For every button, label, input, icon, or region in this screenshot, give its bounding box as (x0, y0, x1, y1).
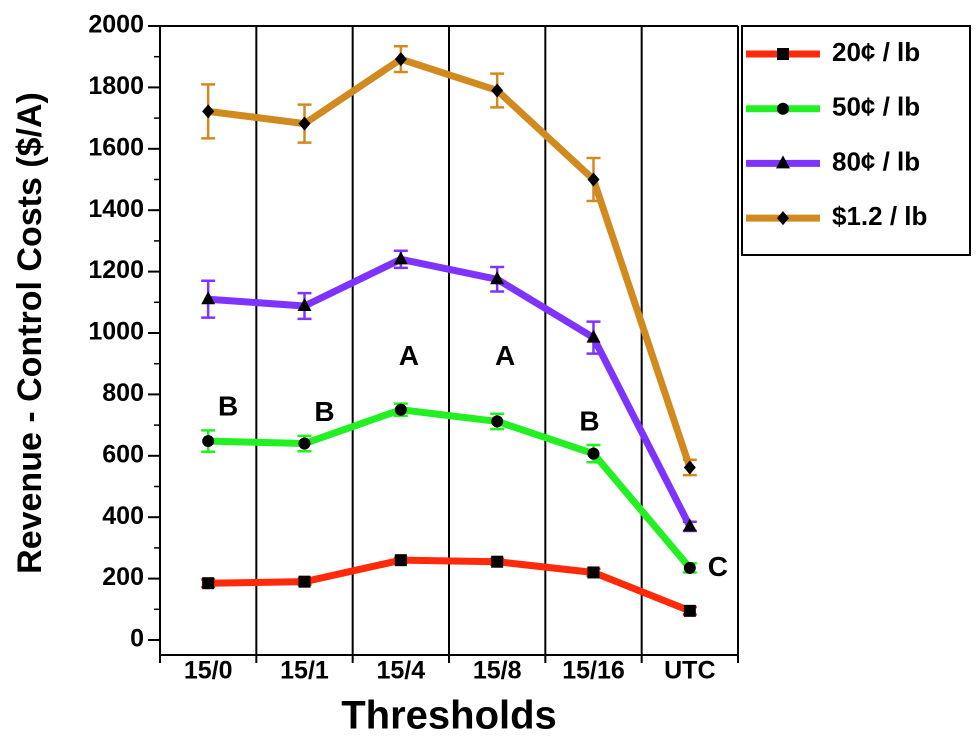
series-line (207, 55, 694, 469)
marker (683, 561, 696, 574)
legend-label: 80¢ / lb (832, 146, 920, 176)
marker (587, 172, 600, 187)
marker (393, 251, 408, 265)
annotation: B (314, 396, 334, 427)
annotation: B (579, 405, 599, 436)
marker (777, 211, 789, 226)
marker (202, 577, 215, 590)
annotation: C (708, 551, 728, 582)
x-tick-label: 15/0 (184, 657, 233, 685)
marker (776, 155, 790, 169)
marker (491, 555, 504, 568)
x-tick-label: 15/8 (473, 657, 522, 685)
legend-label: $1.2 / lb (832, 201, 927, 231)
marker (298, 116, 311, 131)
marker (682, 518, 697, 532)
marker (297, 297, 312, 311)
y-tick-label: 0 (130, 625, 144, 653)
annotation: B (218, 391, 238, 422)
y-tick-label: 200 (102, 563, 144, 591)
y-tick-label: 1800 (88, 72, 144, 100)
annotation: A (399, 340, 419, 371)
marker (587, 447, 600, 460)
marker (490, 271, 505, 285)
y-tick-label: 1000 (88, 318, 144, 346)
marker (202, 435, 215, 448)
marker (394, 554, 407, 567)
series-line (207, 255, 693, 529)
marker (683, 604, 696, 617)
marker (298, 575, 311, 588)
annotation: A (495, 340, 515, 371)
marker (394, 52, 407, 67)
x-axis-label: Thresholds (341, 694, 557, 738)
marker (394, 403, 407, 416)
marker (587, 566, 600, 579)
marker (491, 83, 504, 98)
y-tick-label: 1400 (88, 195, 144, 223)
marker (777, 102, 789, 115)
series-line (208, 556, 692, 615)
marker (683, 460, 696, 475)
series-line (208, 406, 693, 571)
marker (298, 437, 311, 450)
marker (202, 104, 215, 119)
x-tick-label: UTC (664, 657, 715, 685)
y-axis-label: Revenue - Control Costs ($/A) (11, 92, 49, 574)
marker (586, 329, 601, 343)
y-tick-label: 800 (102, 379, 144, 407)
y-tick-label: 1600 (88, 133, 144, 161)
legend-label: 50¢ / lb (832, 92, 920, 122)
marker (491, 415, 504, 428)
y-tick-label: 600 (102, 440, 144, 468)
x-tick-label: 15/1 (280, 657, 329, 685)
legend-label: 20¢ / lb (832, 37, 920, 67)
marker (201, 291, 216, 305)
y-tick-label: 1200 (88, 256, 144, 284)
y-tick-label: 2000 (88, 11, 144, 39)
marker (777, 48, 789, 60)
x-tick-label: 15/16 (562, 657, 625, 685)
x-tick-label: 15/4 (376, 657, 425, 685)
y-tick-label: 400 (102, 502, 144, 530)
